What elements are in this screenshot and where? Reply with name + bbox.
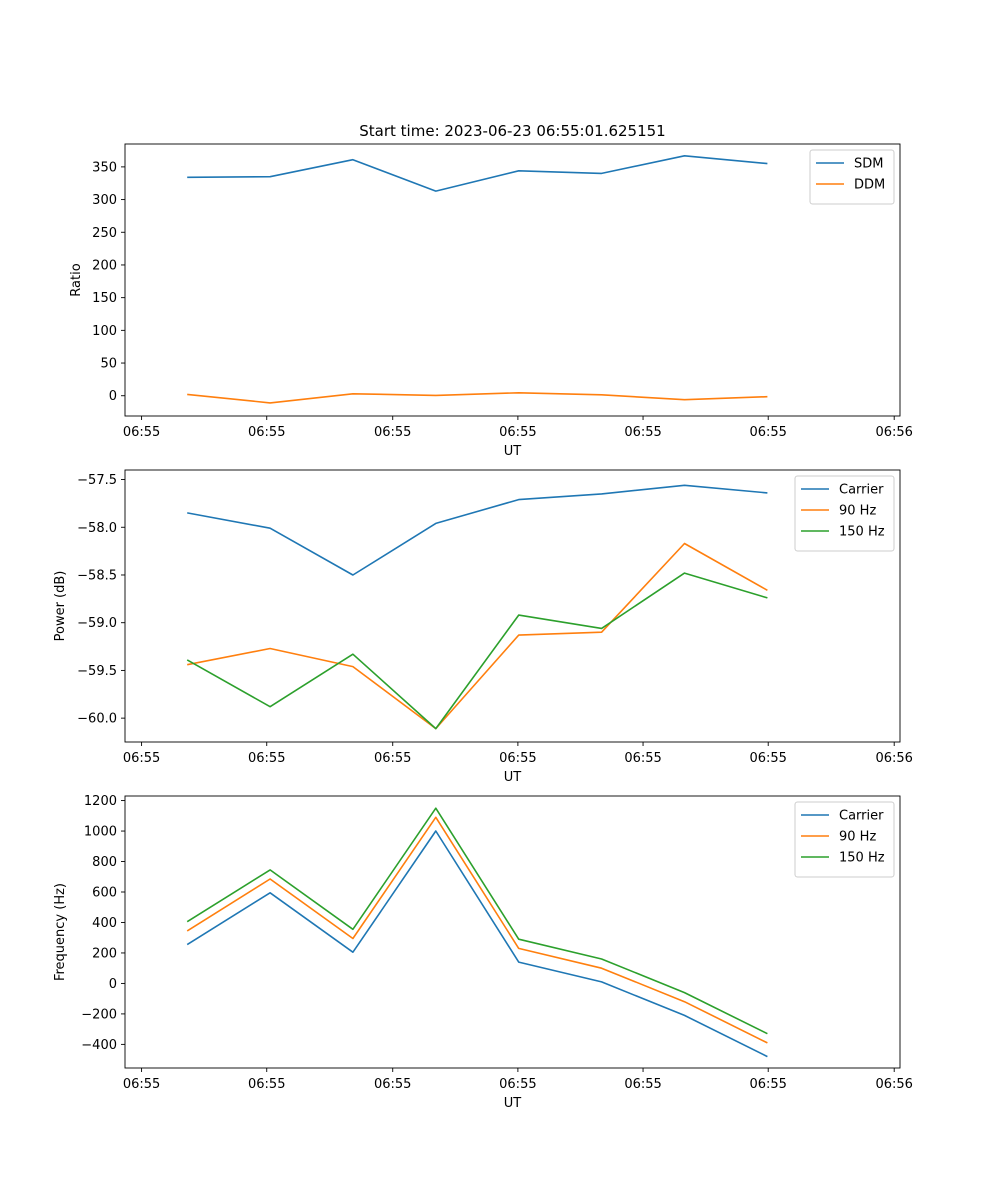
x-tick-label: 06:56 <box>875 1077 912 1092</box>
chart-panel-2: 06:55 06:55 06:55 06:55 06:55 06:55 06:56 −60.0… <box>53 469 913 785</box>
x-tick-label: 06:55 <box>624 751 661 766</box>
series-line-150-hz <box>186 807 768 1035</box>
y-axis-label: Frequency (Hz) <box>53 883 68 981</box>
x-tick-label: 06:55 <box>374 1077 411 1092</box>
series-line-carrier <box>187 484 768 576</box>
x-tick-label: 06:55 <box>248 425 285 440</box>
chart-panel-3: 06:55 06:55 06:55 06:55 06:55 06:55 06:56 −400 −… <box>53 794 913 1111</box>
y-tick-label: 200 <box>92 946 117 961</box>
y-tick-label: 300 <box>92 193 117 208</box>
x-tick-label: 06:55 <box>749 751 786 766</box>
legend: Carrier 90 Hz 150 Hz <box>794 475 895 552</box>
y-tick-label: −400 <box>81 1038 117 1053</box>
y-tick-label: 200 <box>92 258 117 273</box>
legend: SDM DDM <box>809 149 895 205</box>
y-tick-label: 50 <box>100 357 117 372</box>
legend-label: 150 Hz <box>839 525 885 540</box>
y-tick-label: 150 <box>92 291 117 306</box>
series-line-carrier <box>186 830 768 1058</box>
y-tick-label: 350 <box>92 160 117 175</box>
x-tick-label: 06:55 <box>248 751 285 766</box>
x-tick-label: 06:55 <box>499 751 536 766</box>
series-line-sdm <box>187 155 768 192</box>
axes-frame <box>124 795 901 1069</box>
x-tick-label: 06:55 <box>499 425 536 440</box>
y-tick-label: −57.5 <box>77 473 117 488</box>
y-tick-label: −60.0 <box>77 712 117 727</box>
x-tick-label: 06:55 <box>749 425 786 440</box>
series-line-150-hz <box>186 572 768 730</box>
y-tick-label: 600 <box>92 886 117 901</box>
legend-label: SDM <box>854 157 883 172</box>
y-tick-label: 0 <box>109 389 117 404</box>
y-tick-label: −58.5 <box>77 568 117 583</box>
y-axis-label: Power (dB) <box>53 571 68 642</box>
y-tick-label: 100 <box>92 324 117 339</box>
x-tick-label: 06:55 <box>123 751 160 766</box>
x-tick-label: 06:55 <box>374 751 411 766</box>
series-line-ddm <box>187 391 768 404</box>
y-tick-label: 0 <box>109 977 117 992</box>
x-tick-label: 06:55 <box>749 1077 786 1092</box>
x-tick-label: 06:55 <box>123 1077 160 1092</box>
legend-box <box>794 801 895 878</box>
x-tick-label: 06:55 <box>374 425 411 440</box>
x-axis-label: UT <box>504 444 522 459</box>
legend-label: Carrier <box>839 809 884 824</box>
axes-frame <box>124 469 901 743</box>
legend: Carrier 90 Hz 150 Hz <box>794 801 895 878</box>
legend-label: 150 Hz <box>839 851 885 866</box>
chart-panel-1: Start time: 2023-06-23 06:55:01.625151 06… <box>69 122 913 459</box>
y-tick-label: −58.0 <box>77 521 117 536</box>
y-tick-label: −200 <box>81 1007 117 1022</box>
x-tick-label: 06:55 <box>248 1077 285 1092</box>
x-tick-label: 06:56 <box>875 751 912 766</box>
x-tick-label: 06:55 <box>624 425 661 440</box>
y-axis-label: Ratio <box>69 263 84 296</box>
legend-box <box>794 475 895 552</box>
x-tick-label: 06:55 <box>123 425 160 440</box>
y-tick-label: 400 <box>92 916 117 931</box>
y-tick-label: −59.5 <box>77 664 117 679</box>
legend-label: Carrier <box>839 483 884 498</box>
x-axis-label: UT <box>504 1096 522 1111</box>
x-tick-label: 06:56 <box>875 425 912 440</box>
y-tick-label: 800 <box>92 855 117 870</box>
x-axis-label: UT <box>504 770 522 785</box>
legend-label: 90 Hz <box>839 830 876 845</box>
y-tick-label: 1000 <box>84 825 117 840</box>
series-line-90-hz <box>186 816 768 1044</box>
legend-label: 90 Hz <box>839 504 876 519</box>
axes-frame <box>124 143 901 417</box>
series-line-90-hz <box>187 542 768 730</box>
legend-label: DDM <box>854 178 885 193</box>
chart-title: Start time: 2023-06-23 06:55:01.625151 <box>359 122 665 140</box>
x-tick-label: 06:55 <box>499 1077 536 1092</box>
y-tick-label: 250 <box>92 226 117 241</box>
y-tick-label: 1200 <box>84 794 117 809</box>
panels: Start time: 2023-06-23 06:55:01.62515106… <box>53 122 913 1111</box>
x-tick-label: 06:55 <box>624 1077 661 1092</box>
y-tick-label: −59.0 <box>77 616 117 631</box>
